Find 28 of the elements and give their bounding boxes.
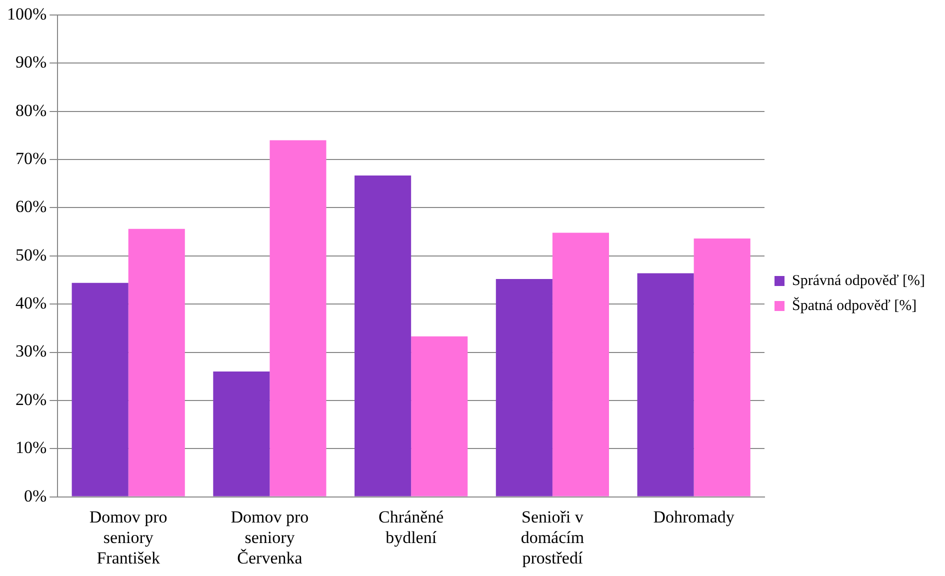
x-tick-label: Senioři v domácím prostředí (520, 507, 584, 568)
bar (72, 282, 128, 496)
y-tick-label: 100% (6, 4, 47, 24)
y-tick-label: 60% (15, 197, 47, 216)
y-tick-label: 50% (15, 245, 47, 264)
y-tick-label: 90% (15, 52, 47, 72)
bar (354, 175, 412, 496)
y-tick-label: 0% (24, 486, 47, 506)
bar (496, 279, 552, 496)
bar (270, 140, 326, 496)
bar (213, 372, 270, 496)
y-tick-label: 10% (15, 438, 47, 458)
y-tick-label: 20% (15, 390, 47, 409)
x-tick-label: Dohromady (653, 507, 735, 526)
bar (694, 238, 750, 496)
bar (637, 273, 694, 496)
y-tick-label: 80% (15, 100, 47, 120)
y-tick-label: 30% (15, 342, 47, 361)
legend-label: Správná odpověď [%] (792, 272, 926, 289)
y-tick-label: 40% (15, 294, 47, 313)
bar (411, 336, 468, 496)
x-tick-label: Chráněné bydlení (378, 507, 444, 547)
legend-label: Špatná odpověď [%] (792, 296, 917, 314)
y-tick-label: 70% (15, 149, 47, 168)
x-tick-label: Domov pro seniory Červenka (230, 507, 309, 568)
bar (552, 232, 609, 496)
bar (128, 228, 185, 496)
x-tick-label: Domov pro seniory František (89, 507, 168, 568)
